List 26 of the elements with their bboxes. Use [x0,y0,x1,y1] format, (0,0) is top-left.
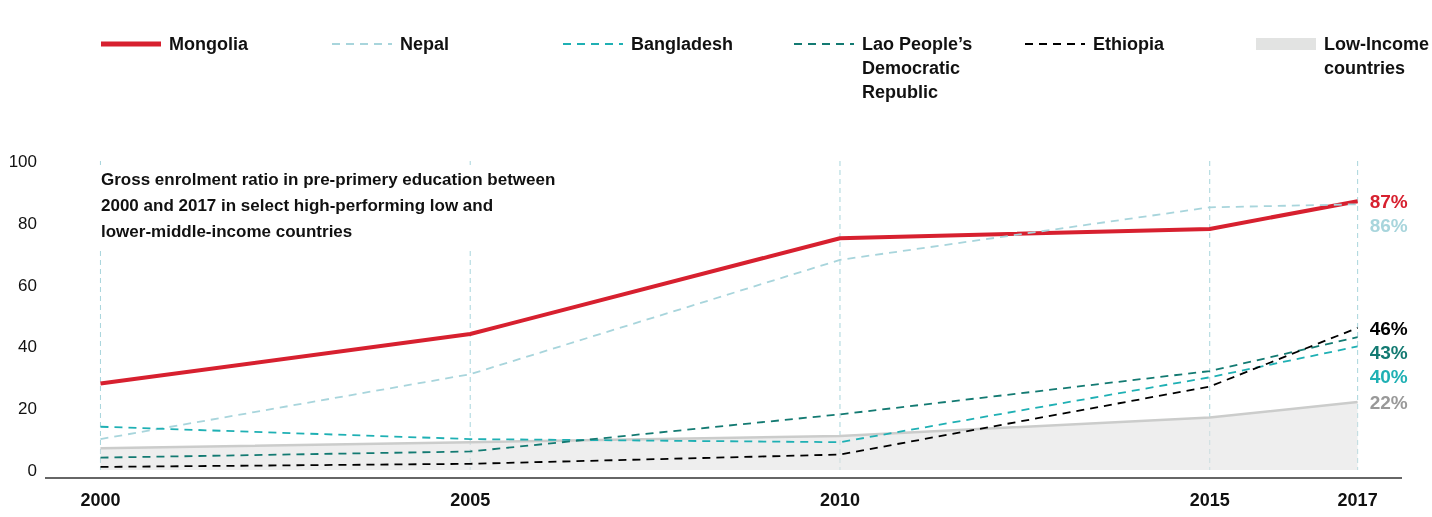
data-label: 87% [1369,190,1408,212]
legend-label: Bangladesh [631,34,734,54]
y-tick-label: 100 [8,151,37,171]
x-tick-label: 2015 [1189,490,1230,510]
x-tick-label: 2010 [819,490,860,510]
data-label: 40% [1369,365,1408,387]
legend-label: Ethiopia [1093,34,1165,54]
legend-label: Nepal [400,34,450,54]
y-tick-label: 40 [18,337,37,357]
x-tick-label: 2005 [450,490,491,510]
line-series [99,345,1359,444]
data-label: 22% [1369,391,1408,413]
y-tick-label: 80 [18,213,37,233]
data-label: 43% [1369,341,1408,363]
x-tick-label: 2000 [80,490,121,510]
y-tick-label: 60 [18,275,37,295]
text: Gross enrolment ratio in pre-primery education between 2000 and 2017 in select high-performing low and lower-middle-income countries [101,170,556,241]
y-tick-label: 20 [18,399,37,419]
legend-label: Mongolia [169,34,249,54]
data-label: 46% [1369,317,1408,339]
legend-label: Low-Income countries [1324,34,1430,78]
legend-label: Lao People’s Democratic Republic [862,34,973,102]
line-series [98,199,1360,386]
y-tick-label: 0 [27,460,37,480]
data-label: 86% [1369,214,1408,236]
x-tick-label: 2017 [1337,490,1378,510]
